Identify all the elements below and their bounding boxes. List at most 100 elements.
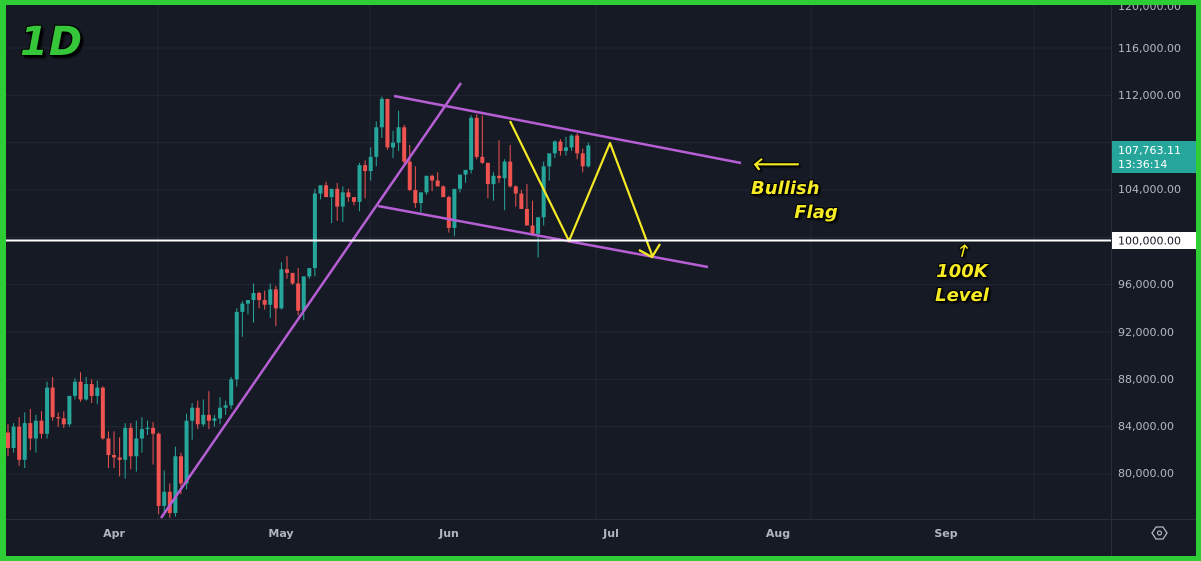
candle <box>45 387 50 434</box>
price-label-cutoff: 120,000.00 <box>1118 5 1181 13</box>
candle <box>430 175 435 181</box>
arrow-left-icon: 🡐 <box>751 154 800 175</box>
candle <box>457 174 462 189</box>
candle <box>407 161 412 190</box>
candle <box>89 384 94 396</box>
price-axis-label: 88,000.00 <box>1118 373 1174 386</box>
candle <box>123 427 128 460</box>
candle <box>134 438 139 457</box>
candle <box>151 427 156 434</box>
candle <box>229 379 234 406</box>
candle <box>245 300 250 304</box>
level-100k-annotation: 🡑 100K Level <box>924 242 1000 308</box>
candle <box>39 420 44 434</box>
price-axis-label: 104,000.00 <box>1118 183 1181 196</box>
candle <box>17 426 22 460</box>
time-axis-label: Jul <box>602 527 619 540</box>
ascending-support-line[interactable] <box>159 82 463 519</box>
candle <box>212 418 217 421</box>
level-100k-label: 100K <box>936 261 988 282</box>
candle <box>167 491 172 514</box>
candle <box>385 98 390 148</box>
candle <box>391 142 396 148</box>
candle <box>474 117 479 157</box>
svg-text:100,000.00: 100,000.00 <box>1118 235 1181 248</box>
candle <box>206 414 211 421</box>
candle <box>201 414 206 425</box>
svg-text:107,763.11: 107,763.11 <box>1118 144 1181 157</box>
candle <box>195 407 200 425</box>
chart-panel: 116,000.00 112,000.00 104,000.00 96,000.00 9… <box>6 5 1196 556</box>
candle <box>262 300 267 305</box>
candle <box>128 427 133 457</box>
candle <box>139 429 144 439</box>
candle <box>580 153 585 167</box>
candle <box>190 407 195 421</box>
level-word-label: Level <box>935 285 989 306</box>
grid-lines <box>6 5 1111 519</box>
candle <box>452 188 457 228</box>
time-axis-label: Sep <box>934 527 957 540</box>
projection-path[interactable] <box>509 120 654 256</box>
flag-upper-line[interactable] <box>393 94 742 165</box>
candle <box>50 387 55 418</box>
price-axis-label: 84,000.00 <box>1118 420 1174 433</box>
candle <box>318 185 323 194</box>
candle <box>346 192 351 198</box>
candle <box>368 156 373 172</box>
trendline-drawings[interactable] <box>159 82 742 519</box>
price-axis[interactable]: 116,000.00 112,000.00 104,000.00 96,000.00 9… <box>1118 42 1181 480</box>
arrow-up-icon: 🡑 <box>957 241 967 260</box>
candle <box>435 180 440 187</box>
candle <box>106 438 111 456</box>
candle <box>184 420 189 484</box>
price-chart[interactable]: 116,000.00 112,000.00 104,000.00 96,000.00 9… <box>6 5 1196 556</box>
time-axis-label: Apr <box>103 527 125 540</box>
candle <box>6 432 10 448</box>
svg-text:13:36:14: 13:36:14 <box>1118 158 1167 171</box>
price-axis-label: 116,000.00 <box>1118 42 1181 55</box>
candle <box>335 188 340 207</box>
candle <box>536 217 541 234</box>
level-price-badge: 100,000.00 <box>1112 232 1196 249</box>
candle <box>530 225 535 234</box>
candle <box>218 407 223 419</box>
candle <box>340 192 345 207</box>
candle <box>485 162 490 185</box>
flag-label: Flag <box>794 202 838 223</box>
candle <box>112 455 117 458</box>
bullish-flag-annotation: 🡐 Bullish Flag <box>751 153 861 225</box>
candle <box>251 292 256 301</box>
candle <box>502 161 507 179</box>
candle <box>145 427 150 430</box>
time-axis[interactable]: Apr May Jun Jul Aug Sep <box>103 527 958 540</box>
candle <box>162 491 167 506</box>
candle <box>84 384 89 400</box>
candle <box>441 186 446 198</box>
candle <box>72 381 77 396</box>
candle <box>480 156 485 163</box>
candle <box>569 135 574 148</box>
candle <box>446 197 451 228</box>
candle <box>279 269 284 309</box>
candle <box>497 175 502 179</box>
candle <box>223 405 228 408</box>
candle <box>28 423 33 439</box>
candle <box>307 268 312 277</box>
candle <box>491 175 496 185</box>
candle <box>290 272 295 284</box>
candle <box>100 387 105 439</box>
candle <box>324 185 329 198</box>
auto-scale-icon[interactable] <box>1151 526 1168 540</box>
candle <box>463 169 468 175</box>
time-axis-label: Aug <box>766 527 790 540</box>
candle <box>22 423 27 460</box>
candle <box>396 127 401 143</box>
projection-arrowhead <box>638 243 661 259</box>
candle <box>268 289 273 305</box>
candle <box>413 190 418 204</box>
candle <box>257 292 262 301</box>
candle <box>524 208 529 226</box>
bullish-label: Bullish <box>751 178 820 199</box>
